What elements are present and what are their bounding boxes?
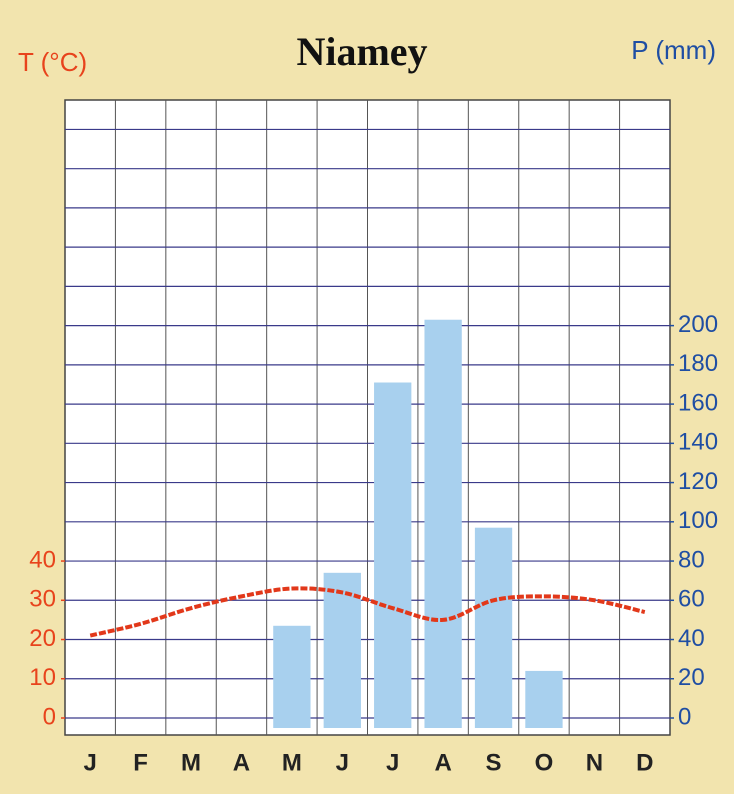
x-tick-label: N (586, 749, 603, 776)
x-tick-label: J (84, 749, 97, 776)
x-tick-label: F (133, 749, 148, 776)
y2-tick-label: 140 (678, 429, 718, 456)
y2-tick-label: 160 (678, 389, 718, 416)
temperature-line (89, 586, 646, 638)
y-axis-label: T (°C) (18, 47, 87, 77)
bar (323, 572, 361, 728)
y-tick-label: 30 (29, 586, 56, 613)
bar (273, 625, 311, 728)
y2-tick-label: 100 (678, 507, 718, 534)
bar (525, 670, 563, 728)
y-tick-label: 40 (29, 546, 56, 573)
x-tick-label: A (434, 749, 451, 776)
y2-axis-label: P (mm) (631, 35, 716, 65)
bar (374, 382, 412, 728)
x-tick-label: M (282, 749, 302, 776)
bar (474, 527, 513, 728)
x-tick-label: D (636, 749, 653, 776)
x-tick-label: A (233, 749, 250, 776)
x-tick-label: J (386, 749, 399, 776)
y2-tick-label: 80 (678, 546, 705, 573)
y2-tick-label: 0 (678, 703, 691, 730)
y2-tick-label: 120 (678, 468, 718, 495)
x-tick-label: J (336, 749, 349, 776)
y2-tick-label: 40 (678, 625, 705, 652)
y2-tick-label: 200 (678, 311, 718, 338)
x-tick-label: O (535, 749, 554, 776)
bar (424, 319, 462, 728)
x-tick-label: S (486, 749, 502, 776)
chart-title: Niamey (296, 29, 427, 74)
y2-tick-label: 20 (678, 664, 705, 691)
y-tick-label: 20 (29, 625, 56, 652)
y2-tick-label: 60 (678, 586, 705, 613)
y-tick-label: 10 (29, 664, 56, 691)
y2-tick-label: 180 (678, 350, 718, 377)
y-tick-label: 0 (43, 703, 56, 730)
x-tick-label: M (181, 749, 201, 776)
